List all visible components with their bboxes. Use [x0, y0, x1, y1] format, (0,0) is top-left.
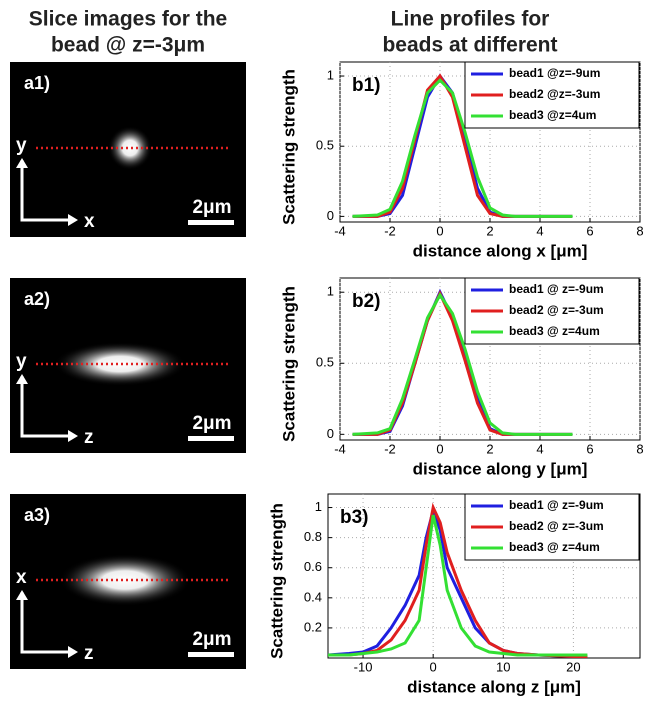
x-tick-label: 2 [486, 441, 493, 456]
y-tick-label: 0.5 [316, 355, 334, 370]
axis-arrow [20, 160, 70, 222]
panel-label: b3) [340, 507, 369, 528]
scale-label: 2μm [192, 197, 231, 218]
legend-label: bead2 @z=-3um [509, 87, 600, 101]
panel-label: a3) [24, 505, 50, 525]
x-tick-label: 2 [486, 223, 493, 238]
x-tick-label: 6 [586, 441, 593, 456]
left-title: bead @ z=-3μm [51, 34, 205, 57]
right-title: Line profiles for [391, 8, 550, 31]
x-tick-label: 10 [496, 659, 510, 674]
legend-label: bead1 @ z=-9um [509, 498, 604, 512]
panel-label: a1) [24, 73, 50, 93]
y-tick-label: 0.4 [304, 589, 322, 604]
profile-curve [352, 292, 573, 436]
x-axis-label: distance along x [μm] [413, 241, 588, 260]
x-tick-label: 20 [566, 659, 580, 674]
legend-label: bead3 @ z=4um [509, 324, 600, 338]
legend-label: bead2 @ z=-3um [509, 303, 604, 317]
profile-curve [328, 514, 588, 657]
y-tick-label: 1 [327, 284, 334, 299]
axis-letter: z [84, 643, 94, 664]
scale-label: 2μm [192, 629, 231, 650]
y-tick-label: 0.6 [304, 559, 322, 574]
scale-bar [188, 220, 234, 225]
arrow-head [16, 374, 78, 442]
x-tick-label: 4 [536, 223, 543, 238]
y-tick-label: 1 [327, 67, 334, 82]
y-tick-label: 0 [327, 208, 334, 223]
bead-blob [108, 126, 152, 170]
x-tick-label: -2 [384, 223, 396, 238]
x-tick-label: 0 [436, 441, 443, 456]
x-tick-label: 0 [430, 659, 437, 674]
arrow-head [16, 590, 78, 658]
right-title: beads at different [382, 34, 557, 57]
x-tick-label: 8 [636, 441, 643, 456]
x-axis-label: distance along z [μm] [407, 677, 581, 696]
legend-label: bead3 @ z=4um [509, 540, 600, 554]
x-tick-label: -4 [334, 223, 346, 238]
y-tick-label: 0 [327, 426, 334, 441]
y-axis-label: Scattering strength [279, 69, 298, 225]
axis-letter: x [84, 211, 95, 232]
axis-letter: z [84, 427, 94, 448]
x-tick-label: 0 [436, 223, 443, 238]
axis-arrow [20, 592, 70, 654]
bead-blob [54, 342, 186, 386]
panel-label: b1) [352, 75, 381, 96]
y-tick-label: 0.2 [304, 619, 322, 634]
x-tick-label: -10 [354, 659, 373, 674]
arrow-head [16, 158, 78, 226]
bead-blob [59, 554, 191, 606]
legend-label: bead3 @z=4um [509, 108, 596, 122]
x-tick-label: 8 [636, 223, 643, 238]
profile-curve [352, 78, 573, 218]
scale-bar [188, 436, 234, 441]
legend-label: bead2 @ z=-3um [509, 519, 604, 533]
panel-label: b2) [352, 291, 381, 312]
y-tick-label: 1 [315, 499, 322, 514]
axis-letter: y [16, 351, 27, 372]
y-tick-label: 0.8 [304, 529, 322, 544]
axis-letter: x [16, 567, 27, 588]
y-axis-label: Scattering strength [279, 286, 298, 442]
scale-label: 2μm [192, 413, 231, 434]
axis-letter: y [16, 135, 27, 156]
legend-label: bead1 @ z=-9um [509, 282, 604, 296]
axis-arrow [20, 376, 70, 438]
y-tick-label: 0.5 [316, 138, 334, 153]
x-tick-label: -4 [334, 441, 346, 456]
x-tick-label: 4 [536, 441, 543, 456]
x-tick-label: -2 [384, 441, 396, 456]
panel-label: a2) [24, 289, 50, 309]
x-tick-label: 6 [586, 223, 593, 238]
scale-bar [188, 652, 234, 657]
x-axis-label: distance along y [μm] [413, 459, 588, 478]
left-title: Slice images for the [29, 8, 227, 31]
legend-label: bead1 @z=-9um [509, 66, 600, 80]
y-axis-label: Scattering strength [267, 503, 286, 659]
